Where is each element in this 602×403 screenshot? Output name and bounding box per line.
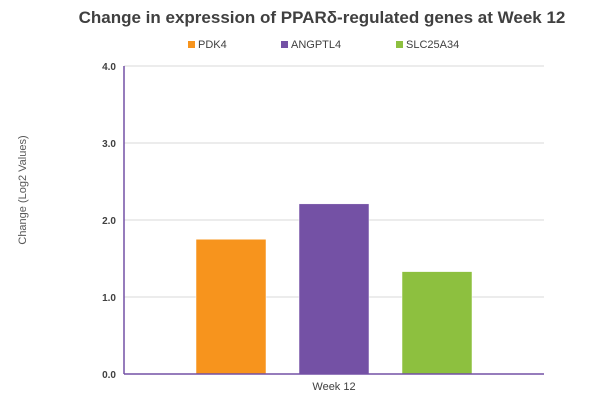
bar-angptl4 bbox=[298, 203, 370, 375]
y-tick-label: 0.0 bbox=[102, 370, 116, 381]
bars bbox=[195, 203, 473, 375]
y-axis-title: Change (Log2 Values) bbox=[17, 135, 29, 244]
bar-pdk4 bbox=[195, 239, 267, 375]
legend-swatch bbox=[188, 41, 195, 48]
y-tick-labels: 0.0 1.0 2.0 3.0 4.0 bbox=[102, 62, 116, 381]
y-tick-label: 2.0 bbox=[102, 216, 116, 227]
legend-label: PDK4 bbox=[198, 39, 227, 51]
legend: PDK4 ANGPTL4 SLC25A34 bbox=[188, 39, 459, 51]
x-category-label: Week 12 bbox=[312, 381, 355, 393]
legend-swatch bbox=[281, 41, 288, 48]
bar-slc25a34 bbox=[401, 271, 473, 375]
y-tick-label: 1.0 bbox=[102, 293, 116, 304]
chart-title: Change in expression of PPARδ-regulated … bbox=[79, 8, 566, 27]
legend-label: ANGPTL4 bbox=[291, 39, 341, 51]
legend-swatch bbox=[396, 41, 403, 48]
y-tick-label: 4.0 bbox=[102, 62, 116, 73]
legend-label: SLC25A34 bbox=[406, 39, 459, 51]
y-tick-label: 3.0 bbox=[102, 139, 116, 150]
